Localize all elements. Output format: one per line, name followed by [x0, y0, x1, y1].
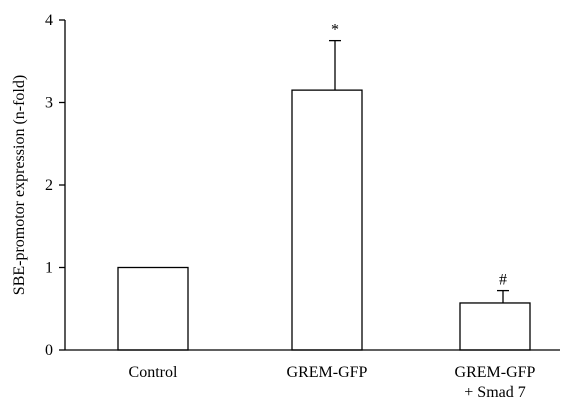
- bar: [459, 302, 531, 351]
- x-category-label: Control: [129, 364, 178, 381]
- y-tick-label: 3: [45, 95, 53, 112]
- y-tick-label: 2: [45, 177, 53, 194]
- significance-marker: #: [499, 272, 507, 289]
- y-tick-label: 4: [45, 12, 53, 29]
- error-bars: [329, 39, 509, 303]
- y-ticks: 0 1 2 3 4: [45, 12, 65, 359]
- x-category-label: + Smad 7: [464, 384, 525, 401]
- y-tick-label: 0: [45, 342, 53, 359]
- x-category-label: GREM-GFP: [287, 364, 368, 381]
- bar: [117, 266, 189, 351]
- x-category-labels: Control GREM-GFP GREM-GFP + Smad 7: [129, 364, 536, 401]
- y-tick-label: 1: [45, 260, 53, 277]
- annotations: *#: [331, 22, 507, 289]
- bar: [291, 89, 363, 351]
- x-category-label: GREM-GFP: [455, 364, 536, 381]
- significance-marker: *: [331, 22, 339, 39]
- y-axis-title: SBE-promotor expression (n-fold): [11, 75, 28, 295]
- bars: [117, 89, 531, 351]
